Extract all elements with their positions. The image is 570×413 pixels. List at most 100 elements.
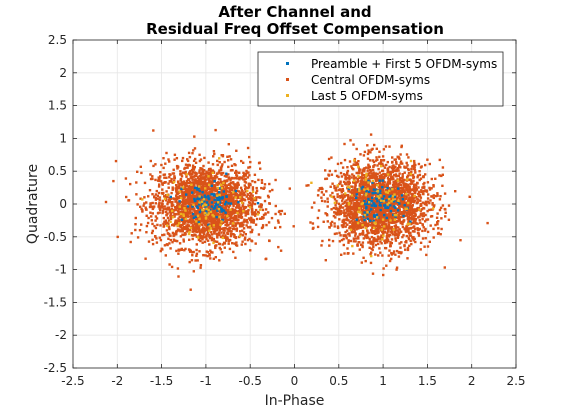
data-point	[417, 186, 420, 189]
data-point	[187, 178, 191, 182]
data-point	[354, 184, 357, 187]
data-point	[402, 183, 405, 187]
data-point	[377, 237, 380, 240]
data-point	[244, 174, 247, 177]
data-point	[362, 203, 365, 206]
data-point	[354, 232, 357, 235]
data-point	[171, 172, 174, 175]
data-point	[175, 249, 178, 253]
data-point	[205, 210, 208, 213]
data-point	[196, 206, 199, 209]
data-point	[201, 173, 204, 176]
data-point	[387, 228, 390, 231]
data-point	[355, 218, 358, 221]
data-point	[334, 216, 337, 219]
data-point	[376, 179, 380, 182]
data-point	[225, 174, 228, 177]
data-point	[206, 230, 210, 233]
data-point	[208, 243, 211, 246]
data-point	[180, 210, 183, 214]
data-point	[367, 179, 370, 183]
data-point	[361, 181, 364, 184]
data-point	[354, 234, 357, 237]
data-point	[355, 220, 358, 223]
data-point	[255, 189, 259, 192]
data-point	[415, 188, 419, 191]
data-point	[206, 231, 210, 234]
data-point	[209, 187, 213, 191]
data-point	[196, 192, 199, 195]
data-point	[198, 204, 202, 208]
data-point	[196, 197, 199, 200]
data-point	[244, 187, 247, 191]
data-point	[178, 215, 181, 219]
data-point	[240, 177, 244, 180]
data-point	[217, 205, 221, 209]
data-point	[173, 209, 176, 212]
data-point	[355, 147, 358, 151]
data-point	[399, 160, 403, 163]
data-point	[356, 225, 359, 228]
data-point	[400, 194, 404, 197]
data-point	[144, 257, 147, 260]
data-point	[214, 200, 217, 203]
data-point	[187, 248, 191, 251]
data-point	[406, 218, 409, 221]
data-point	[218, 201, 222, 204]
data-point	[214, 220, 217, 223]
data-point	[188, 193, 191, 196]
data-point	[356, 206, 359, 210]
data-point	[407, 193, 410, 196]
data-point	[205, 182, 208, 186]
data-point	[345, 176, 349, 180]
data-point	[330, 173, 334, 176]
data-point	[228, 188, 232, 191]
data-point	[279, 225, 282, 229]
data-point	[268, 202, 271, 205]
data-point	[265, 223, 268, 227]
data-point	[165, 243, 169, 246]
data-point	[218, 191, 221, 194]
data-point	[192, 168, 196, 171]
data-point	[223, 160, 226, 164]
data-point	[345, 205, 349, 208]
data-point	[208, 197, 211, 200]
data-point	[154, 193, 158, 196]
data-point	[373, 186, 376, 189]
data-point	[125, 195, 128, 199]
data-point	[401, 186, 404, 189]
data-points	[104, 128, 489, 291]
data-point	[186, 166, 189, 169]
data-point	[251, 202, 255, 205]
data-point	[198, 209, 202, 212]
data-point	[170, 203, 174, 206]
data-point	[205, 220, 209, 224]
data-point	[229, 181, 233, 185]
data-point	[171, 223, 174, 227]
data-point	[241, 192, 244, 195]
data-point	[145, 214, 148, 217]
data-point	[201, 171, 205, 174]
data-point	[248, 174, 251, 177]
data-point	[191, 230, 194, 233]
data-point	[201, 176, 205, 179]
data-point	[167, 206, 171, 209]
data-point	[353, 157, 357, 161]
data-point	[381, 236, 384, 240]
data-point	[429, 199, 432, 202]
data-point	[421, 215, 424, 218]
data-point	[201, 182, 204, 186]
data-point	[182, 226, 185, 229]
data-point	[263, 199, 267, 203]
data-point	[176, 206, 179, 209]
data-point	[223, 246, 226, 249]
data-point	[341, 225, 344, 229]
data-point	[191, 212, 195, 216]
data-point	[339, 180, 342, 183]
data-point	[355, 162, 358, 165]
data-point	[248, 201, 252, 205]
data-point	[382, 220, 385, 224]
data-point	[214, 204, 217, 207]
data-point	[416, 174, 420, 177]
data-point	[130, 232, 133, 235]
